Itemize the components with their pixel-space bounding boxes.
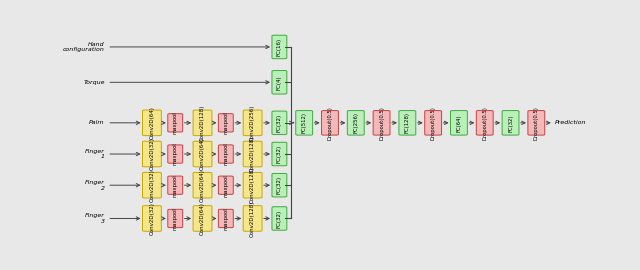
Text: Finger
3: Finger 3	[85, 213, 105, 224]
Text: Finger
1: Finger 1	[85, 148, 105, 159]
Text: Dropout(0.5): Dropout(0.5)	[431, 106, 436, 140]
FancyBboxPatch shape	[243, 141, 262, 167]
Text: maxpool: maxpool	[223, 174, 228, 197]
Text: Palm: Palm	[90, 120, 105, 125]
FancyBboxPatch shape	[168, 145, 182, 163]
FancyBboxPatch shape	[168, 209, 182, 228]
FancyBboxPatch shape	[168, 176, 182, 194]
FancyBboxPatch shape	[168, 114, 182, 132]
Text: Finger
2: Finger 2	[85, 180, 105, 191]
FancyBboxPatch shape	[296, 111, 312, 135]
Text: FC(256): FC(256)	[353, 112, 358, 133]
Text: Dropout(0.5): Dropout(0.5)	[379, 106, 384, 140]
Text: Conv2D(32): Conv2D(32)	[149, 138, 154, 170]
Text: Hand
configuration: Hand configuration	[63, 42, 105, 52]
FancyBboxPatch shape	[272, 173, 287, 197]
Text: Conv2D(64): Conv2D(64)	[200, 138, 205, 170]
FancyBboxPatch shape	[243, 206, 262, 231]
FancyBboxPatch shape	[528, 111, 545, 135]
FancyBboxPatch shape	[476, 111, 493, 135]
FancyBboxPatch shape	[143, 110, 161, 136]
FancyBboxPatch shape	[243, 110, 262, 136]
FancyBboxPatch shape	[373, 111, 390, 135]
Text: Conv2D(32): Conv2D(32)	[149, 169, 154, 202]
FancyBboxPatch shape	[193, 173, 212, 198]
FancyBboxPatch shape	[272, 142, 287, 166]
Text: Dropout(0.5): Dropout(0.5)	[328, 106, 333, 140]
Text: FC(4): FC(4)	[277, 75, 282, 90]
FancyBboxPatch shape	[143, 173, 161, 198]
FancyBboxPatch shape	[272, 70, 287, 94]
FancyBboxPatch shape	[193, 110, 212, 136]
Text: Conv2D(64): Conv2D(64)	[200, 169, 205, 202]
Text: Torque: Torque	[83, 80, 105, 85]
Text: maxpool: maxpool	[173, 174, 178, 197]
Text: Dropout(0.5): Dropout(0.5)	[482, 106, 487, 140]
Text: FC(32): FC(32)	[277, 176, 282, 194]
Text: FC(16): FC(16)	[277, 38, 282, 56]
Text: Conv2D(128): Conv2D(128)	[250, 167, 255, 203]
Text: maxpool: maxpool	[223, 143, 228, 166]
Text: maxpool: maxpool	[223, 112, 228, 134]
FancyBboxPatch shape	[218, 114, 233, 132]
FancyBboxPatch shape	[218, 209, 233, 228]
Text: maxpool: maxpool	[173, 112, 178, 134]
Text: Conv2D(128): Conv2D(128)	[250, 200, 255, 237]
Text: Conv2D(128): Conv2D(128)	[200, 105, 205, 141]
Text: FC(32): FC(32)	[508, 114, 513, 131]
FancyBboxPatch shape	[243, 173, 262, 198]
FancyBboxPatch shape	[218, 176, 233, 194]
Text: Conv2D(256): Conv2D(256)	[250, 105, 255, 141]
FancyBboxPatch shape	[321, 111, 339, 135]
FancyBboxPatch shape	[425, 111, 442, 135]
Text: maxpool: maxpool	[223, 207, 228, 230]
Text: maxpool: maxpool	[173, 207, 178, 230]
FancyBboxPatch shape	[272, 35, 287, 59]
FancyBboxPatch shape	[272, 207, 287, 230]
Text: Conv2D(64): Conv2D(64)	[200, 202, 205, 235]
Text: Conv2D(64): Conv2D(64)	[149, 106, 154, 139]
Text: FC(32): FC(32)	[277, 145, 282, 163]
Text: FC(512): FC(512)	[301, 112, 307, 133]
Text: FC(128): FC(128)	[405, 112, 410, 133]
FancyBboxPatch shape	[502, 111, 519, 135]
FancyBboxPatch shape	[451, 111, 467, 135]
Text: FC(64): FC(64)	[456, 114, 461, 132]
FancyBboxPatch shape	[143, 141, 161, 167]
Text: Conv2D(128): Conv2D(128)	[250, 136, 255, 172]
FancyBboxPatch shape	[193, 206, 212, 231]
Text: Dropout(0.5): Dropout(0.5)	[534, 106, 539, 140]
FancyBboxPatch shape	[399, 111, 416, 135]
FancyBboxPatch shape	[143, 206, 161, 231]
FancyBboxPatch shape	[218, 145, 233, 163]
FancyBboxPatch shape	[272, 111, 287, 134]
Text: FC(32): FC(32)	[277, 210, 282, 228]
FancyBboxPatch shape	[193, 141, 212, 167]
Text: maxpool: maxpool	[173, 143, 178, 166]
Text: Conv2D(32): Conv2D(32)	[149, 202, 154, 235]
Text: Prediction: Prediction	[555, 120, 587, 125]
Text: FC(32): FC(32)	[277, 114, 282, 132]
FancyBboxPatch shape	[348, 111, 364, 135]
